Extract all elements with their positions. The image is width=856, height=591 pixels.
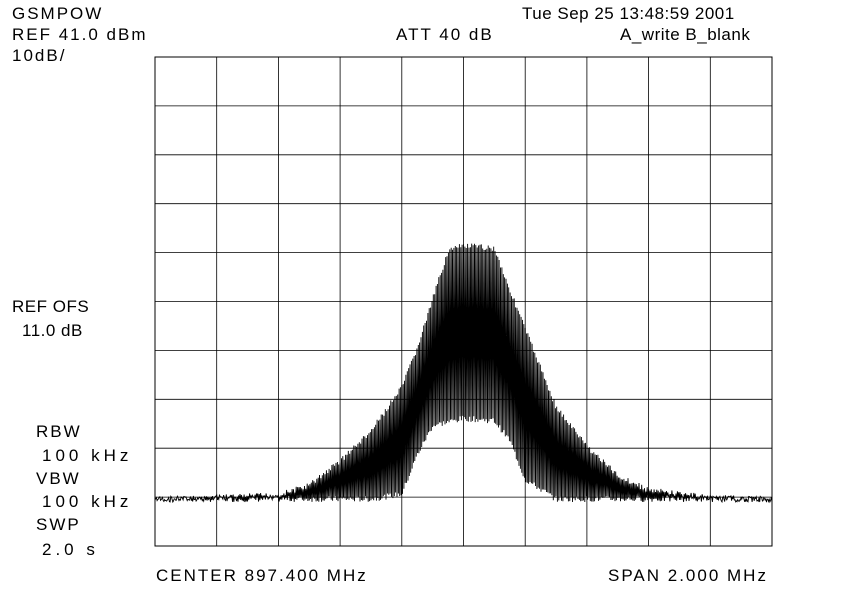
rbw-value: 100 kHz	[42, 446, 133, 465]
attenuation: ATT 40 dB	[396, 25, 494, 44]
swp-label: SWP	[36, 515, 81, 534]
ref-ofs-value: 11.0 dB	[22, 321, 83, 340]
ref-level: REF 41.0 dBm	[12, 25, 148, 44]
span: SPAN 2.000 MHz	[608, 566, 768, 585]
swp-value: 2.0 s	[42, 540, 99, 559]
spectrum-trace-line	[154, 243, 773, 504]
trace-modes: A_write B_blank	[620, 25, 751, 44]
rbw-label: RBW	[36, 422, 82, 441]
vbw-label: VBW	[36, 469, 81, 488]
display-title: GSMPOW	[12, 4, 104, 23]
scale-per-div: 10dB/	[12, 46, 67, 65]
ref-ofs-label: REF OFS	[12, 297, 90, 316]
center-frequency: CENTER 897.400 MHz	[156, 566, 368, 585]
timestamp: Tue Sep 25 13:48:59 2001	[522, 4, 735, 23]
spectrum-trace	[154, 243, 773, 504]
vbw-value: 100 kHz	[42, 492, 133, 511]
